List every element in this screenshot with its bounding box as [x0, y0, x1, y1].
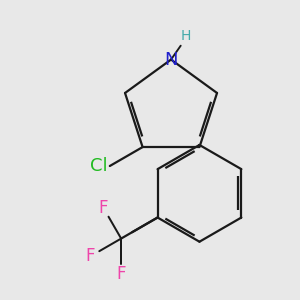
Text: F: F — [116, 265, 126, 283]
Text: H: H — [181, 29, 191, 44]
Text: N: N — [164, 51, 178, 69]
Text: F: F — [85, 248, 95, 266]
Text: Cl: Cl — [90, 157, 108, 175]
Text: F: F — [98, 199, 108, 217]
